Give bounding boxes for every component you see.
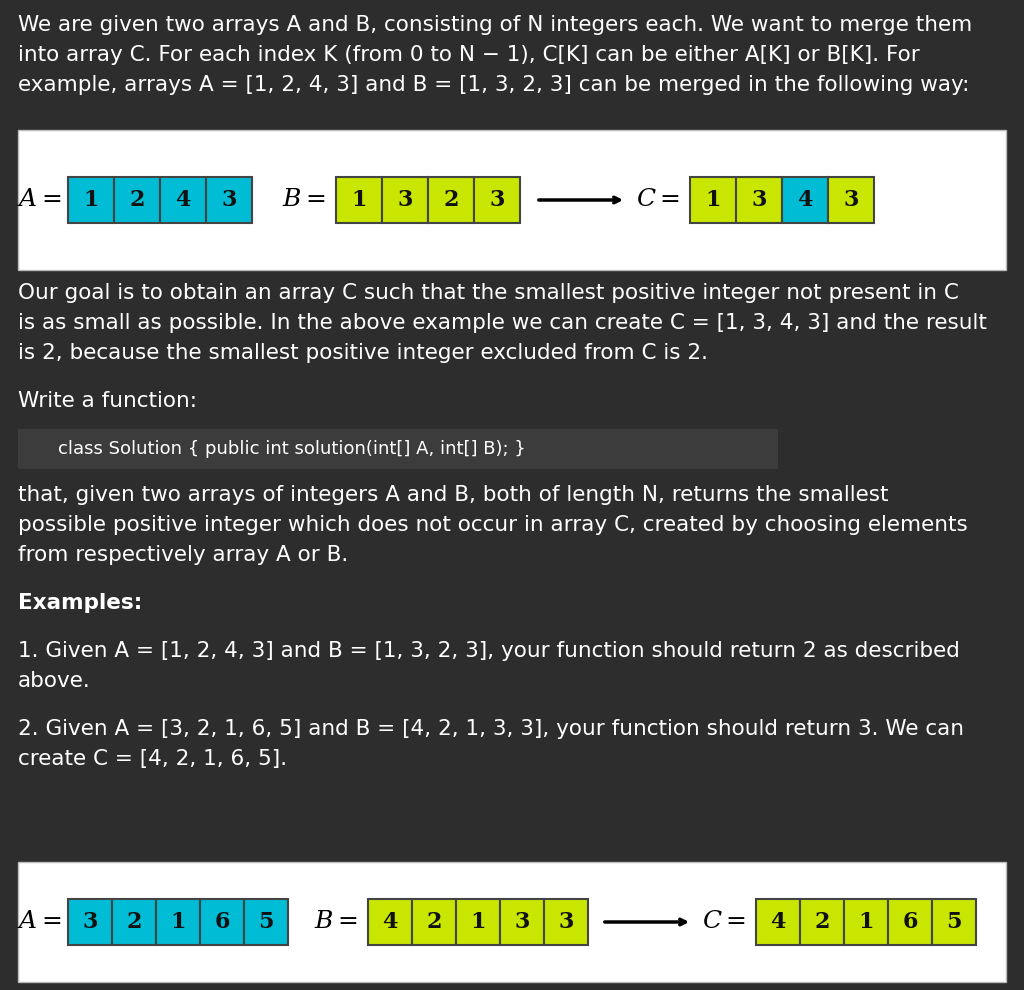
Text: 5: 5	[946, 911, 962, 933]
Text: =: =	[305, 188, 327, 212]
Text: Write a function:: Write a function:	[18, 391, 197, 411]
Bar	[412, 899, 456, 945]
Text: =: =	[726, 911, 746, 934]
Bar	[18, 429, 778, 469]
Text: =: =	[338, 911, 358, 934]
Text: 2: 2	[443, 189, 459, 211]
Text: 1: 1	[83, 189, 98, 211]
Text: 1. Given A = [1, 2, 4, 3] and B = [1, 3, 2, 3], your function should return 2 as: 1. Given A = [1, 2, 4, 3] and B = [1, 3,…	[18, 641, 959, 661]
Text: =: =	[42, 911, 62, 934]
Text: =: =	[42, 188, 62, 212]
Bar	[368, 899, 412, 945]
Bar	[756, 899, 800, 945]
Text: A: A	[19, 188, 37, 212]
Text: B: B	[283, 188, 301, 212]
Bar	[544, 899, 588, 945]
Text: Our goal is to obtain an array C such that the smallest positive integer not pre: Our goal is to obtain an array C such th…	[18, 283, 958, 303]
Bar	[18, 130, 1006, 270]
Text: 1: 1	[858, 911, 873, 933]
Text: 4: 4	[175, 189, 190, 211]
Bar	[474, 177, 520, 223]
Bar	[888, 899, 932, 945]
Text: 3: 3	[397, 189, 413, 211]
Text: into array C. For each index K (from 0 to N − 1), C[K] can be either A[K] or B[K: into array C. For each index K (from 0 t…	[18, 45, 920, 65]
Text: =: =	[659, 188, 680, 212]
Text: C: C	[637, 188, 655, 212]
Text: 2: 2	[814, 911, 829, 933]
Bar	[828, 177, 874, 223]
Bar	[428, 177, 474, 223]
Text: 2: 2	[129, 189, 144, 211]
Text: 3: 3	[844, 189, 859, 211]
Bar	[68, 899, 112, 945]
Text: 1: 1	[706, 189, 721, 211]
Bar	[782, 177, 828, 223]
Text: 3: 3	[752, 189, 767, 211]
Text: possible positive integer which does not occur in array C, created by choosing e: possible positive integer which does not…	[18, 515, 968, 535]
Text: 4: 4	[798, 189, 813, 211]
Text: 4: 4	[382, 911, 397, 933]
Bar	[382, 177, 428, 223]
Bar	[160, 177, 206, 223]
Text: 3: 3	[558, 911, 573, 933]
Text: class Solution { public int solution(int[] A, int[] B); }: class Solution { public int solution(int…	[58, 440, 525, 458]
Text: A: A	[19, 911, 37, 934]
Bar	[200, 899, 244, 945]
Text: 2. Given A = [3, 2, 1, 6, 5] and B = [4, 2, 1, 3, 3], your function should retur: 2. Given A = [3, 2, 1, 6, 5] and B = [4,…	[18, 719, 964, 739]
Text: 6: 6	[214, 911, 229, 933]
Bar	[456, 899, 500, 945]
Text: example, arrays A = [1, 2, 4, 3] and B = [1, 3, 2, 3] can be merged in the follo: example, arrays A = [1, 2, 4, 3] and B =…	[18, 75, 970, 95]
Text: 3: 3	[489, 189, 505, 211]
Text: C: C	[702, 911, 722, 934]
Text: 5: 5	[258, 911, 273, 933]
Text: from respectively array A or B.: from respectively array A or B.	[18, 545, 348, 565]
Bar	[156, 899, 200, 945]
Text: We are given two arrays A and B, consisting of N integers each. We want to merge: We are given two arrays A and B, consist…	[18, 15, 972, 35]
Text: B: B	[314, 911, 333, 934]
Text: 2: 2	[426, 911, 441, 933]
Bar	[68, 177, 114, 223]
Bar	[114, 177, 160, 223]
Bar	[736, 177, 782, 223]
Bar	[336, 177, 382, 223]
Bar	[800, 899, 844, 945]
Text: 4: 4	[770, 911, 785, 933]
Bar	[18, 862, 1006, 982]
Text: above.: above.	[18, 671, 91, 691]
Bar	[932, 899, 976, 945]
Text: create C = [4, 2, 1, 6, 5].: create C = [4, 2, 1, 6, 5].	[18, 749, 287, 769]
Text: Examples:: Examples:	[18, 593, 142, 613]
Text: 3: 3	[221, 189, 237, 211]
Bar	[244, 899, 288, 945]
Text: 6: 6	[902, 911, 918, 933]
Text: 2: 2	[126, 911, 141, 933]
Text: 3: 3	[82, 911, 97, 933]
Text: that, given two arrays of integers A and B, both of length N, returns the smalle: that, given two arrays of integers A and…	[18, 485, 889, 505]
Bar	[500, 899, 544, 945]
Text: 1: 1	[470, 911, 485, 933]
Text: is 2, because the smallest positive integer excluded from C is 2.: is 2, because the smallest positive inte…	[18, 343, 708, 363]
Text: 3: 3	[514, 911, 529, 933]
Text: is as small as possible. In the above example we can create C = [1, 3, 4, 3] and: is as small as possible. In the above ex…	[18, 313, 987, 333]
Text: 1: 1	[351, 189, 367, 211]
Bar	[112, 899, 156, 945]
Bar	[844, 899, 888, 945]
Text: 1: 1	[170, 911, 185, 933]
Bar	[206, 177, 252, 223]
Bar	[690, 177, 736, 223]
